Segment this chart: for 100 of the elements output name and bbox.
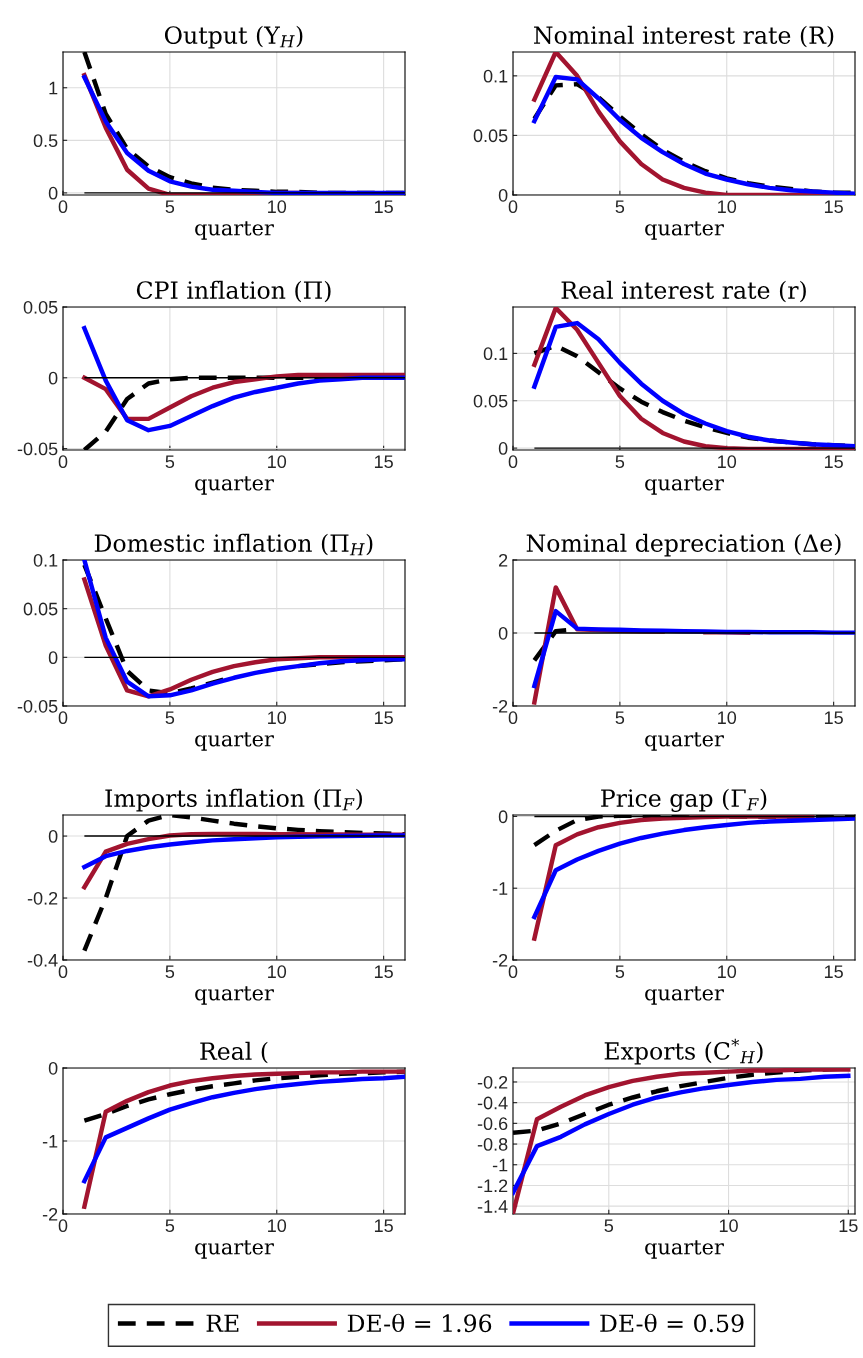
y-tick-label: 0.05 bbox=[473, 129, 508, 143]
line-series bbox=[82, 1074, 405, 1184]
x-tick-label: 10 bbox=[268, 200, 287, 214]
x-tick-label: 15 bbox=[374, 965, 393, 979]
y-tick-label: -1 bbox=[492, 882, 508, 895]
y-tick-label: 0.1 bbox=[33, 553, 58, 567]
x-tick-label: 10 bbox=[718, 455, 737, 469]
y-tick-label: 0 bbox=[48, 830, 58, 843]
x-tick-label: 5 bbox=[165, 455, 175, 469]
y-tick-label: -1 bbox=[42, 1135, 58, 1148]
legend-label: DE-θ = 0.59 bbox=[600, 1313, 744, 1333]
y-tick-label: 0 bbox=[498, 188, 508, 202]
line-series bbox=[513, 1068, 851, 1214]
x-tick-label: 0 bbox=[508, 455, 518, 469]
x-tick-label: 5 bbox=[615, 965, 625, 979]
y-tick-label: -2 bbox=[492, 699, 508, 713]
y-tick-label: 2 bbox=[499, 553, 508, 567]
x-axis-title: quarter bbox=[195, 221, 274, 240]
x-axis-title: quarter bbox=[195, 1240, 274, 1259]
x-axis-title: quarter bbox=[645, 476, 724, 495]
x-tick-label: 5 bbox=[165, 965, 175, 979]
chart-title: Domestic inflation (Π$_{H}$) bbox=[94, 533, 373, 556]
y-tick-label: 0.1 bbox=[483, 69, 508, 83]
x-tick-label: 15 bbox=[824, 200, 843, 214]
chart-title: Output (Y$_{H}$) bbox=[164, 25, 303, 49]
x-tick-label: 5 bbox=[165, 1219, 175, 1233]
x-axis-title: quarter bbox=[645, 221, 724, 240]
x-tick-label: 15 bbox=[374, 1219, 393, 1233]
y-tick-label: -0.4 bbox=[27, 953, 58, 967]
y-tick-label: 0.05 bbox=[473, 394, 508, 408]
x-tick-label: 5 bbox=[165, 711, 175, 725]
x-tick-label: 15 bbox=[374, 200, 393, 214]
x-tick-label: 0 bbox=[508, 200, 518, 214]
chart-title: Nominal interest rate (R) bbox=[534, 25, 834, 48]
x-tick-label: 10 bbox=[268, 1219, 287, 1233]
x-tick-label: 10 bbox=[268, 455, 287, 469]
y-tick-label: 0 bbox=[48, 651, 58, 665]
x-tick-label: 15 bbox=[824, 455, 843, 469]
y-tick-label: -0.05 bbox=[17, 442, 58, 456]
x-tick-label: 5 bbox=[615, 711, 625, 725]
x-tick-label: 0 bbox=[58, 711, 68, 725]
y-tick-label: 0.5 bbox=[33, 134, 58, 148]
x-tick-label: 10 bbox=[718, 965, 737, 979]
chart-title: Imports inflation (Π$_{F}$) bbox=[105, 788, 362, 812]
x-tick-label: 0 bbox=[508, 965, 518, 979]
y-tick-label: -2 bbox=[492, 953, 508, 967]
legend-label: RE bbox=[206, 1314, 239, 1332]
y-tick-label: 0.1 bbox=[483, 347, 508, 361]
legend-label: DE-θ = 1.96 bbox=[347, 1313, 492, 1333]
x-tick-label: 0 bbox=[58, 455, 68, 469]
y-tick-label: 0 bbox=[48, 1061, 58, 1075]
y-tick-label: 0 bbox=[498, 442, 508, 455]
x-tick-label: 15 bbox=[374, 455, 393, 469]
y-tick-label: -0.2 bbox=[477, 1075, 508, 1089]
x-tick-label: 15 bbox=[824, 711, 843, 725]
x-axis-title: quarter bbox=[195, 986, 274, 1005]
y-tick-label: 0.05 bbox=[23, 602, 58, 616]
x-axis-title: quarter bbox=[645, 986, 724, 1005]
chart-title: CPI inflation (Π) bbox=[136, 280, 331, 303]
x-tick-label: 5 bbox=[615, 455, 625, 469]
x-axis-title: quarter bbox=[195, 476, 274, 495]
line-series bbox=[513, 1073, 851, 1195]
x-tick-label: 10 bbox=[718, 711, 737, 725]
y-tick-label: -2 bbox=[42, 1207, 58, 1221]
x-tick-label: 5 bbox=[604, 1219, 614, 1233]
y-tick-label: -0.2 bbox=[27, 891, 58, 905]
y-tick-label: 0 bbox=[48, 186, 58, 200]
x-tick-label: 10 bbox=[719, 1219, 738, 1233]
y-tick-label: -0.8 bbox=[477, 1137, 508, 1151]
y-tick-label: 0 bbox=[498, 810, 508, 824]
chart-title: Price gap (Γ$_{F}$) bbox=[601, 788, 767, 812]
chart-title: Real ( bbox=[200, 1041, 268, 1064]
line-series bbox=[82, 1069, 405, 1209]
chart-title: Nominal depreciation (Δe) bbox=[526, 533, 841, 557]
y-tick-label: -0.6 bbox=[477, 1117, 508, 1131]
y-tick-label: -0.4 bbox=[477, 1096, 508, 1110]
x-axis-title: quarter bbox=[645, 732, 724, 751]
y-tick-label: 0.05 bbox=[23, 300, 58, 314]
x-tick-label: 0 bbox=[58, 1219, 68, 1233]
chart-title: Real interest rate (r) bbox=[561, 280, 806, 303]
x-axis-title: quarter bbox=[645, 1240, 724, 1259]
y-tick-label: 0 bbox=[48, 371, 58, 385]
chart-title: Exports (C$^{*}$$_{H}$) bbox=[604, 1038, 763, 1065]
x-tick-label: 10 bbox=[718, 200, 737, 214]
y-tick-label: 1 bbox=[49, 81, 58, 95]
x-tick-label: 5 bbox=[165, 200, 175, 214]
y-tick-label: -1.2 bbox=[477, 1179, 508, 1192]
x-tick-label: 15 bbox=[374, 711, 393, 725]
x-tick-label: 0 bbox=[58, 965, 68, 979]
x-tick-label: 10 bbox=[268, 711, 287, 725]
x-tick-label: 10 bbox=[268, 965, 287, 979]
line-series bbox=[82, 372, 405, 422]
x-tick-label: 0 bbox=[58, 200, 68, 214]
y-tick-label: 0 bbox=[498, 626, 508, 640]
y-tick-label: -1.4 bbox=[477, 1200, 508, 1213]
x-tick-label: 15 bbox=[839, 1219, 858, 1233]
x-axis-title: quarter bbox=[195, 732, 274, 751]
x-tick-label: 15 bbox=[824, 965, 843, 979]
y-tick-label: -1 bbox=[492, 1158, 508, 1172]
x-tick-label: 0 bbox=[508, 711, 518, 725]
